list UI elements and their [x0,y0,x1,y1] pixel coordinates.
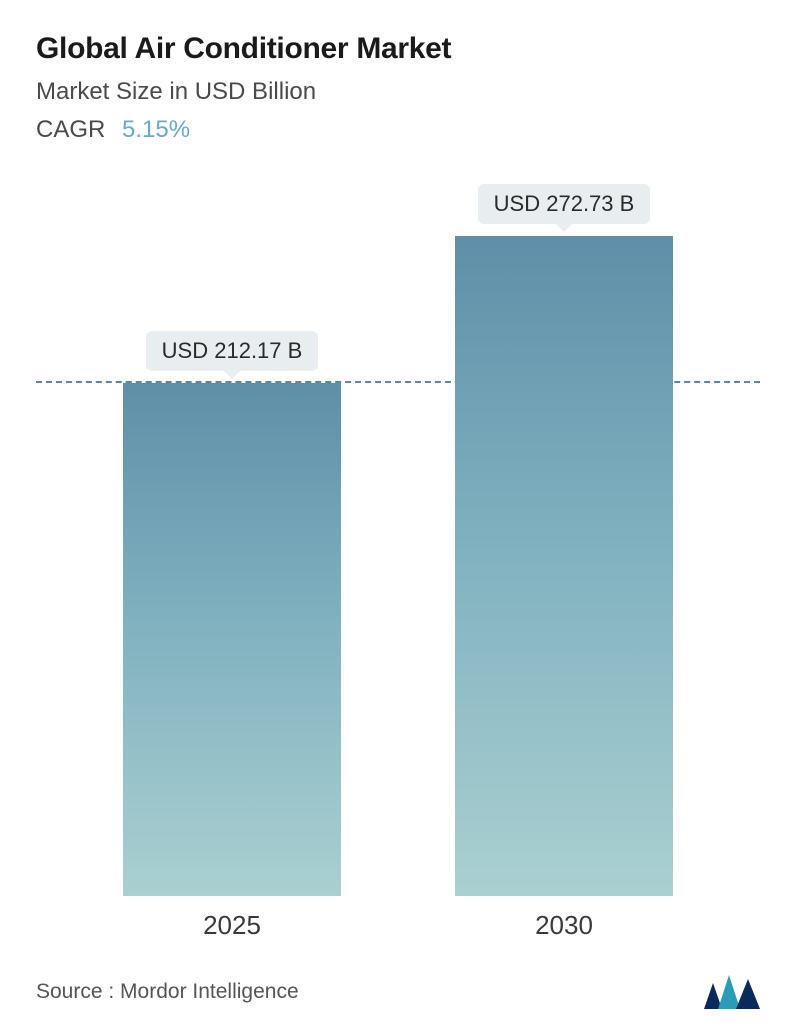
chart-title: Global Air Conditioner Market [36,32,760,66]
cagr-value: 5.15% [122,116,190,143]
x-label-2030: 2030 [449,910,679,941]
bar-group-2025: USD 212.17 B [117,331,347,896]
chart-container: Global Air Conditioner Market Market Siz… [0,0,796,1034]
bar-2025 [123,383,341,896]
cagr-row: CAGR 5.15% [36,116,760,144]
bars-wrap: USD 212.17 B USD 272.73 B [36,184,760,896]
source-text: Source : Mordor Intelligence [36,980,299,1004]
footer: Source : Mordor Intelligence [36,969,760,1009]
chart-subtitle: Market Size in USD Billion [36,78,760,106]
bar-2030 [455,236,673,896]
brand-logo-icon [704,975,760,1009]
value-badge-2030: USD 272.73 B [478,184,651,224]
x-axis: 2025 2030 [36,896,760,941]
bar-group-2030: USD 272.73 B [449,184,679,896]
chart-area: USD 212.17 B USD 272.73 B 2025 2030 [36,184,760,941]
value-badge-2025: USD 212.17 B [146,331,319,371]
cagr-label: CAGR [36,116,105,143]
x-label-2025: 2025 [117,910,347,941]
